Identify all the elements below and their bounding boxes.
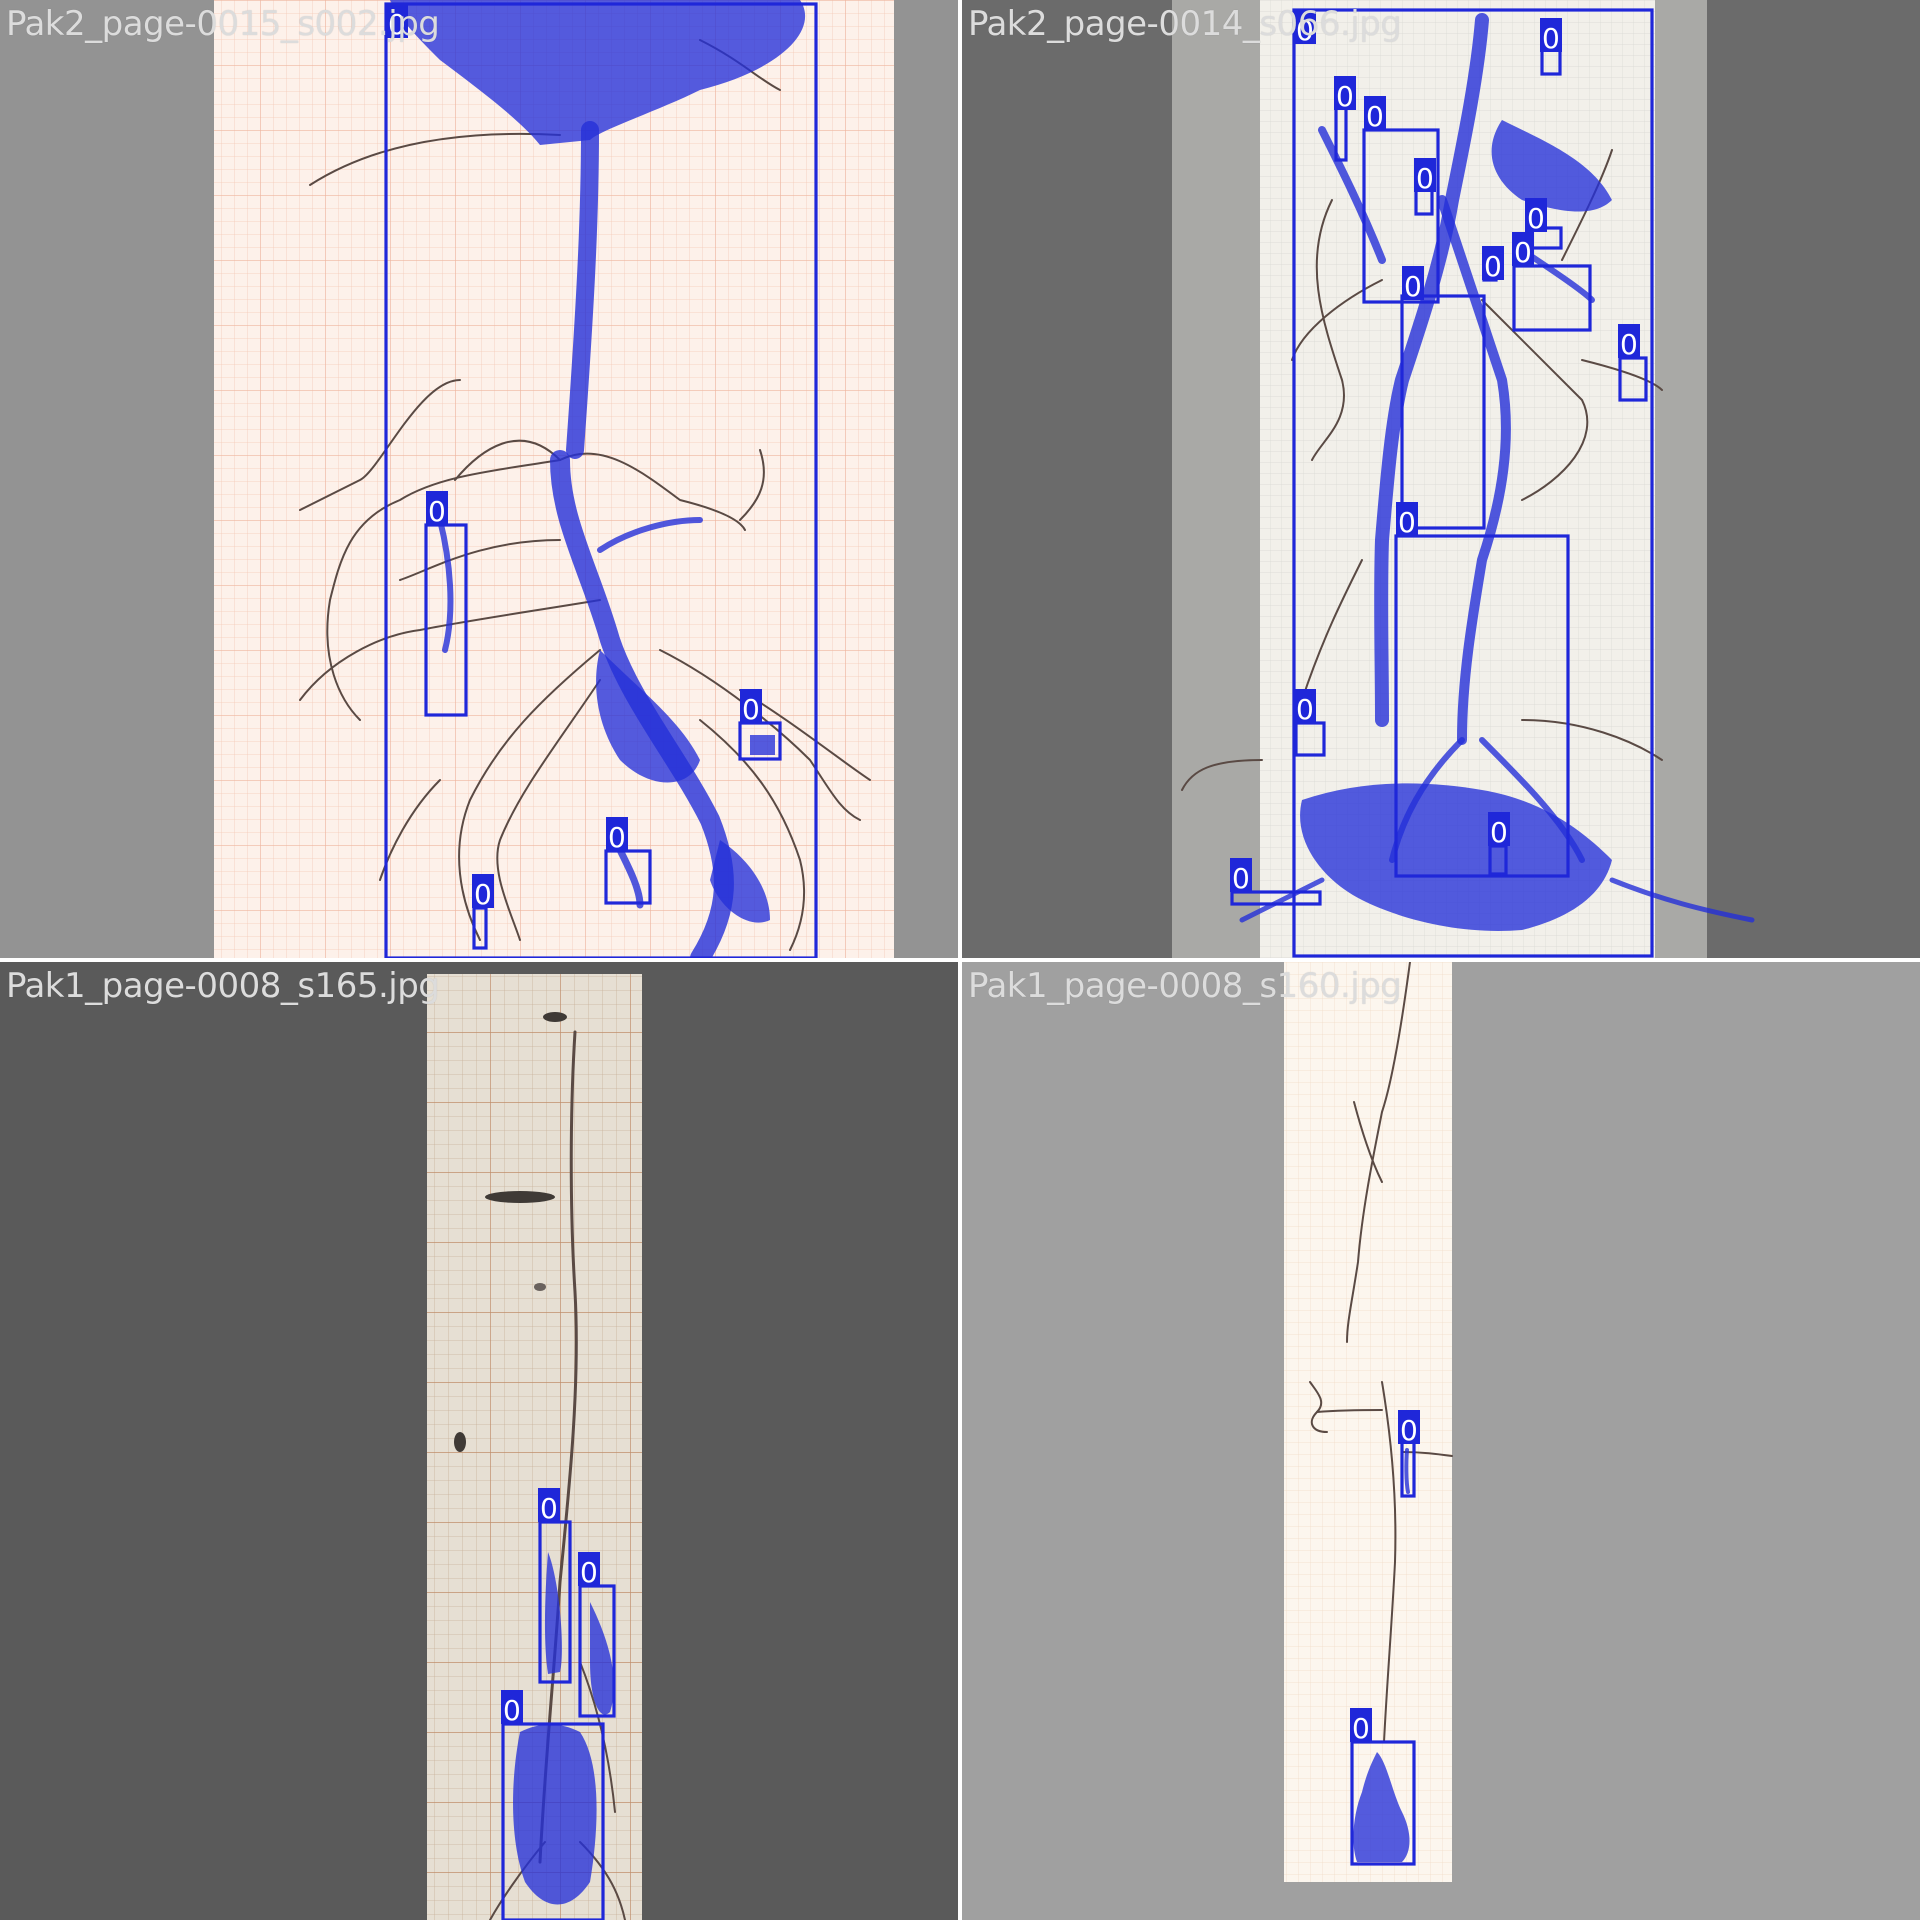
svg-text:0: 0 bbox=[1542, 22, 1560, 55]
tile-2-detection-label: 0 bbox=[1230, 858, 1252, 895]
tile-3-detection-label: 0 bbox=[538, 1488, 560, 1525]
tile-2-detection-label: 0 bbox=[1334, 76, 1356, 113]
svg-text:0: 0 bbox=[1514, 236, 1532, 269]
tile-2-detection-label: 0 bbox=[1294, 10, 1316, 47]
tile-1-detection-label: 0 bbox=[472, 874, 494, 911]
tile-2-detection-label: 0 bbox=[1482, 246, 1504, 283]
tile-3-detection-label: 0 bbox=[578, 1552, 600, 1589]
tile-3: 0 0 0 Pak1_page-0008_s165.jpg bbox=[0, 962, 958, 1920]
svg-text:0: 0 bbox=[1336, 80, 1354, 113]
svg-text:0: 0 bbox=[1400, 1414, 1418, 1447]
tile-2-detection-label: 0 bbox=[1540, 18, 1562, 55]
tile-2-detection-label: 0 bbox=[1618, 324, 1640, 361]
tile-1-detection-label: 0 bbox=[606, 817, 628, 854]
tile-1: 0 0 0 0 0 Pak2_page-0015_s002.jpg bbox=[0, 0, 958, 958]
svg-text:0: 0 bbox=[1398, 506, 1416, 539]
svg-text:0: 0 bbox=[1352, 1712, 1370, 1745]
svg-text:0: 0 bbox=[1620, 328, 1638, 361]
tile-1-detection-label: 0 bbox=[740, 689, 762, 726]
tile-1-image: 0 0 0 0 0 bbox=[0, 0, 958, 958]
tile-2-detection-label: 0 bbox=[1414, 158, 1436, 195]
tile-2-image: 0 0 0 0 0 0 0 0 0 0 0 0 0 0 bbox=[962, 0, 1920, 958]
tile-2-detection-label: 0 bbox=[1488, 812, 1510, 849]
tile-3-image: 0 0 0 bbox=[0, 962, 958, 1920]
svg-text:0: 0 bbox=[474, 878, 492, 911]
tile-3-detection-label: 0 bbox=[501, 1690, 523, 1727]
svg-text:0: 0 bbox=[1484, 250, 1502, 283]
svg-text:0: 0 bbox=[1404, 270, 1422, 303]
svg-text:0: 0 bbox=[388, 8, 406, 41]
svg-text:0: 0 bbox=[1527, 202, 1545, 235]
tile-1-detection-label: 0 bbox=[386, 4, 408, 41]
tile-2: 0 0 0 0 0 0 0 0 0 0 0 0 0 0 bbox=[962, 0, 1920, 958]
tile-2-detection-label: 0 bbox=[1396, 502, 1418, 539]
svg-text:0: 0 bbox=[1232, 862, 1250, 895]
svg-text:0: 0 bbox=[540, 1492, 558, 1525]
tile-1-detection-label: 0 bbox=[426, 491, 448, 528]
tile-4-detection-label: 0 bbox=[1398, 1410, 1420, 1447]
svg-text:0: 0 bbox=[1296, 693, 1314, 726]
svg-text:0: 0 bbox=[1366, 100, 1384, 133]
svg-text:0: 0 bbox=[608, 821, 626, 854]
tile-2-detection-label: 0 bbox=[1525, 198, 1547, 235]
tile-4-image: 0 0 bbox=[962, 962, 1920, 1920]
tile-2-detection-label: 0 bbox=[1402, 266, 1424, 303]
svg-text:0: 0 bbox=[1416, 162, 1434, 195]
tile-2-detection-label: 0 bbox=[1294, 689, 1316, 726]
svg-text:0: 0 bbox=[580, 1556, 598, 1589]
svg-text:0: 0 bbox=[1490, 816, 1508, 849]
tile-4-detection-label: 0 bbox=[1350, 1708, 1372, 1745]
svg-text:0: 0 bbox=[1296, 14, 1314, 47]
svg-text:0: 0 bbox=[503, 1694, 521, 1727]
svg-text:0: 0 bbox=[742, 693, 760, 726]
tile-4: 0 0 Pak1_page-0008_s160.jpg bbox=[962, 962, 1920, 1920]
svg-text:0: 0 bbox=[428, 495, 446, 528]
tile-2-detection-label: 0 bbox=[1512, 232, 1534, 269]
tile-2-detection-label: 0 bbox=[1364, 96, 1386, 133]
